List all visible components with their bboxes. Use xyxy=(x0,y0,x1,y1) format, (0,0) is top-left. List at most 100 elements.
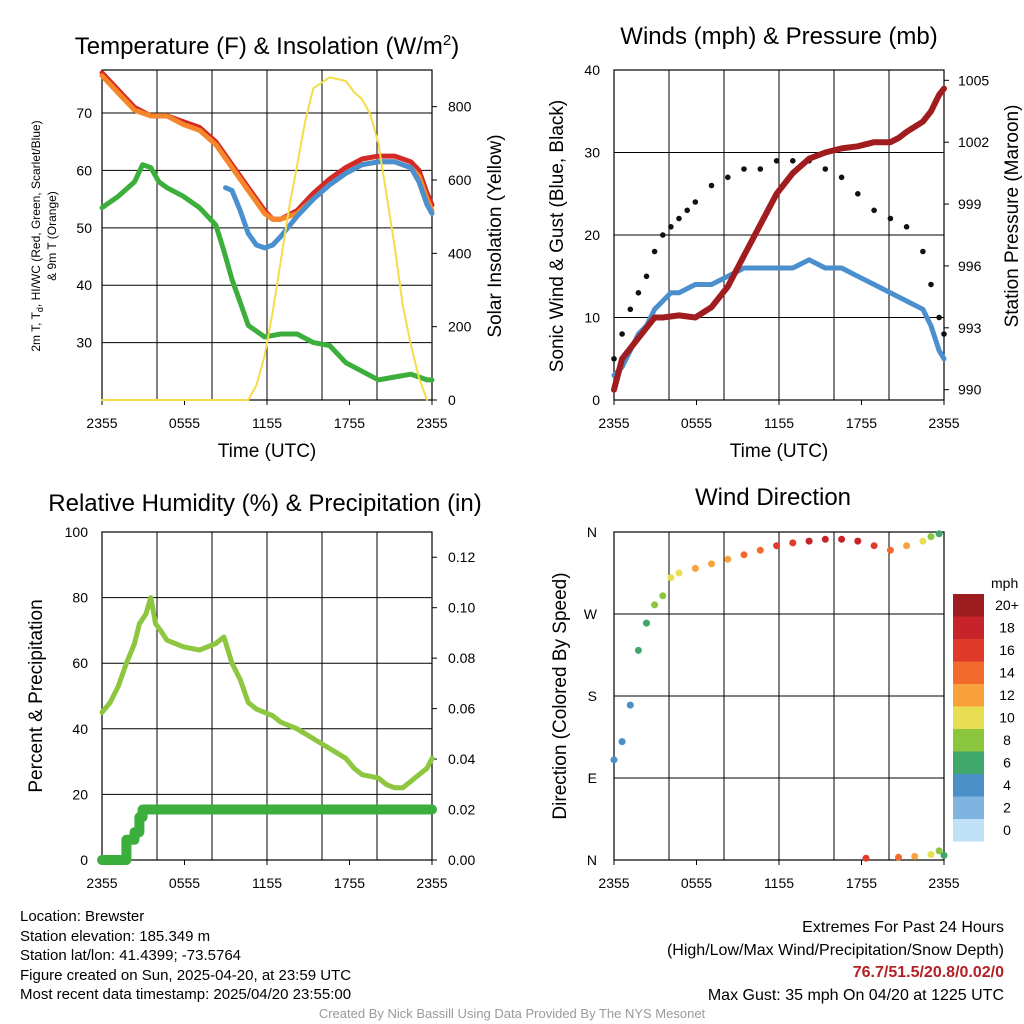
pressure-series xyxy=(611,85,947,393)
dir-xtick-label: 1155 xyxy=(764,875,794,891)
extremes-values: 76.7/51.5/20.8/0.02/0 xyxy=(852,964,1004,981)
direction-point xyxy=(691,564,699,572)
pressure-ytick-label: 1005 xyxy=(958,72,989,88)
wind-xtick-label: 0555 xyxy=(681,415,712,431)
speed-legend-label: 8 xyxy=(1003,732,1011,748)
insolation-ytick-label: 800 xyxy=(448,99,472,115)
pressure-ytick-label: 1002 xyxy=(958,134,989,150)
speed-legend-swatch xyxy=(953,796,984,819)
wind-xtick-label: 1155 xyxy=(764,415,794,431)
rh-xtick-label: 0555 xyxy=(169,875,200,891)
direction-point xyxy=(870,542,878,550)
insolation-ytick-label: 600 xyxy=(448,172,472,188)
precip-ytick-label: 0.04 xyxy=(448,751,475,767)
dir-ytick-label: N xyxy=(587,852,597,868)
speed-legend-swatch xyxy=(953,616,984,639)
wind-xtick-label: 2355 xyxy=(598,415,629,431)
max-gust: Max Gust: 35 mph On 04/20 at 1225 UTC xyxy=(707,986,1004,1004)
wind-ylabel: Sonic Wind & Gust (Blue, Black) xyxy=(547,100,568,372)
direction-point xyxy=(911,852,919,860)
speed-legend-swatch xyxy=(953,729,984,752)
direction-point xyxy=(927,851,935,858)
dir-xtick-label: 0555 xyxy=(681,875,712,891)
gust-point xyxy=(757,166,764,172)
gust-point xyxy=(668,224,674,230)
rh-xtick-label: 2355 xyxy=(86,875,117,891)
direction-point xyxy=(643,619,650,627)
direction-point xyxy=(919,537,927,545)
gust-point xyxy=(619,331,625,337)
gust-point xyxy=(871,207,877,214)
gust-point xyxy=(611,356,617,362)
station-elevation: Station elevation: 185.349 m xyxy=(20,927,211,945)
speed-legend-label: 10 xyxy=(999,710,1015,726)
rh-title: Relative Humidity (%) & Precipitation (i… xyxy=(48,490,481,517)
direction-point xyxy=(724,555,732,563)
direction-point xyxy=(886,546,894,554)
rh-xtick-label: 1155 xyxy=(252,875,282,891)
speed-legend-swatch xyxy=(953,751,984,774)
gust-point xyxy=(822,166,829,172)
precip-ytick-label: 0.12 xyxy=(448,549,475,565)
pressure-ylabel: Station Pressure (Maroon) xyxy=(1002,105,1023,328)
direction-point xyxy=(838,535,846,543)
temp-ylabel-line1: 2m T, Td, HI/WC (Red, Green, Scarlet/Blu… xyxy=(29,120,45,351)
temp-ytick-label: 40 xyxy=(76,277,92,293)
temp-xtick-label: 1755 xyxy=(334,415,365,431)
direction-point xyxy=(862,854,870,862)
speed-legend-swatch xyxy=(953,706,984,729)
gust-point xyxy=(660,232,666,238)
gust-point xyxy=(855,191,861,197)
gust-point xyxy=(725,174,731,181)
insolation-ylabel: Solar Insolation (Yellow) xyxy=(485,134,506,337)
wind-xlabel: Time (UTC) xyxy=(730,441,829,462)
rh-ytick-label: 0 xyxy=(80,852,88,868)
speed-legend-swatch xyxy=(953,774,984,797)
speed-legend-swatch xyxy=(953,639,984,662)
insolation-ytick-label: 0 xyxy=(448,392,456,408)
speed-legend-label: 4 xyxy=(1003,777,1011,793)
speed-legend-swatch xyxy=(953,594,984,617)
precip-series xyxy=(97,804,437,865)
speed-legend-label: 20+ xyxy=(995,597,1019,613)
pressure-ytick-label: 996 xyxy=(958,258,982,274)
gust-point xyxy=(773,158,780,164)
rh-series xyxy=(99,595,435,791)
precip-ytick-label: 0.08 xyxy=(448,650,475,666)
wind-xtick-label: 2355 xyxy=(928,415,959,431)
extremes-box: Extremes For Past 24 Hours (High/Low/Max… xyxy=(667,917,1004,1007)
dir-title: Wind Direction xyxy=(695,484,851,511)
direction-point xyxy=(618,738,626,746)
direction-point xyxy=(708,560,715,568)
rh-ytick-label: 40 xyxy=(72,721,88,737)
dir-xtick-label: 1755 xyxy=(846,875,877,891)
dir-xtick-label: 2355 xyxy=(928,875,959,891)
speed-legend-label: 14 xyxy=(999,665,1015,681)
speed-legend-label: 16 xyxy=(999,642,1015,658)
dir-panel-frame xyxy=(613,531,945,861)
temp-ytick-label: 50 xyxy=(76,220,92,236)
pressure-ytick-label: 999 xyxy=(958,196,982,212)
temp-xtick-label: 1155 xyxy=(252,415,282,431)
rh-ytick-label: 20 xyxy=(72,786,88,802)
gust-point xyxy=(928,281,934,288)
wind-xtick-label: 1755 xyxy=(846,415,877,431)
speed-legend-label: 6 xyxy=(1003,755,1011,771)
direction-point xyxy=(935,530,943,538)
temp-series-blue xyxy=(223,159,435,251)
speed-legend-swatch xyxy=(953,684,984,707)
insolation-ytick-label: 200 xyxy=(448,319,472,335)
wind-title: Winds (mph) & Pressure (mb) xyxy=(620,23,937,50)
direction-point xyxy=(895,853,902,861)
temp-series-yellow xyxy=(101,76,429,401)
direction-point xyxy=(634,646,642,654)
gust-point xyxy=(684,207,690,214)
direction-point xyxy=(651,601,659,609)
wind-ytick-label: 30 xyxy=(584,145,600,161)
station-location: Location: Brewster xyxy=(20,908,145,925)
precip-ytick-label: 0.02 xyxy=(448,802,475,818)
gust-point xyxy=(887,215,894,222)
temp-ylabel-line2: & 9m T (Orange) xyxy=(45,191,59,281)
temp-xtick-label: 0555 xyxy=(169,415,200,431)
